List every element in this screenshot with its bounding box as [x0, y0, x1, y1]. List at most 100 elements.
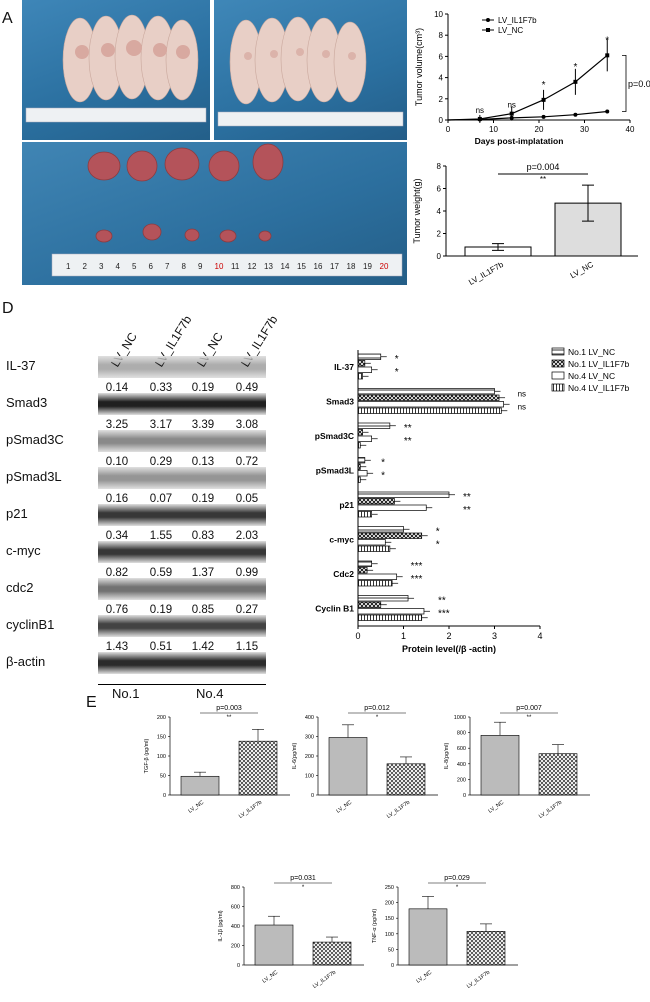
band-quantity: 3.25 — [105, 419, 129, 431]
sig-marker: ns — [507, 101, 515, 110]
mice-photo-il1f7b — [214, 0, 407, 140]
y-tick-label: 600 — [457, 746, 466, 752]
blot-row-label: β-actin — [6, 654, 46, 669]
bar — [386, 763, 426, 796]
ruler-label: 6 — [149, 262, 154, 271]
x-axis-label: Protein level(/β -actin) — [402, 644, 496, 654]
band-quantity: 1.42 — [191, 641, 215, 653]
ruler-label: 1 — [66, 262, 71, 271]
bar — [357, 532, 423, 539]
y-tick-label: 100 — [157, 754, 166, 760]
data-point — [541, 114, 546, 119]
band-quantity: 0.14 — [105, 382, 129, 394]
y-tick-label: 200 — [157, 715, 166, 721]
category-label: LV_NC — [416, 970, 434, 985]
bar — [357, 435, 372, 442]
sig-marker: ns — [518, 390, 526, 399]
sig-marker: ns — [476, 106, 484, 115]
p-value: p=0.007 — [516, 705, 542, 712]
bar — [357, 353, 382, 360]
y-tick-label: 600 — [231, 905, 240, 911]
y-tick-label: 200 — [305, 754, 314, 760]
blot-row-label: c-myc — [6, 543, 41, 558]
bar — [357, 511, 372, 518]
ruler-label: 4 — [116, 262, 121, 271]
bar — [357, 545, 391, 552]
sig-marker: * — [376, 715, 379, 721]
sig-marker: ** — [404, 436, 412, 447]
y-tick-label: 100 — [385, 932, 394, 938]
x-tick-label: 30 — [580, 125, 589, 134]
x-tick-label: 0 — [355, 631, 360, 641]
band-quantity: 3.17 — [149, 419, 173, 431]
band-quantity: 0.33 — [149, 382, 173, 394]
bar — [357, 504, 427, 511]
x-tick-label: 4 — [537, 631, 542, 641]
band-quantity: 0.82 — [105, 567, 129, 579]
legend-entry: No.1 LV_NC — [568, 347, 615, 357]
y-tick-label: 8 — [439, 31, 444, 40]
p-value: p=0.003 — [216, 705, 242, 712]
bar — [328, 737, 368, 796]
bar — [466, 931, 506, 966]
ruler-label: 11 — [231, 262, 240, 271]
y-axis-label: Tumor volume(cm³) — [414, 28, 424, 106]
p-value: p=0.031 — [290, 875, 316, 882]
band-quantity: 1.55 — [149, 530, 173, 542]
y-tick-label: 200 — [457, 777, 466, 783]
bar — [357, 560, 372, 567]
y-tick-label: 2 — [437, 230, 442, 239]
bar — [357, 573, 398, 580]
bar — [357, 614, 423, 621]
western-blot: LV_NC LV_IL1F7b LV_NC LV_IL1F7b IL-37 0.14 0.… — [0, 300, 290, 701]
x-tick-label: 2 — [446, 631, 451, 641]
category-label: LV_IL1F7b — [538, 800, 563, 820]
band-quantity: 0.34 — [105, 530, 129, 542]
band-quantity: 0.83 — [191, 530, 215, 542]
blot-row-label: cdc2 — [6, 580, 34, 595]
blot-band — [98, 430, 266, 452]
legend-entry: No.1 LV_IL1F7b — [568, 359, 630, 369]
band-quantity: 0.07 — [149, 493, 173, 505]
legend-entry: No.4 LV_NC — [568, 371, 615, 381]
y-tick-label: 400 — [305, 715, 314, 721]
category-label: LV_NC — [336, 800, 354, 815]
bar — [357, 407, 502, 414]
category-label: Cdc2 — [333, 569, 354, 579]
bar — [180, 775, 220, 796]
bar — [357, 539, 386, 546]
p-value: p=0.020 — [628, 79, 650, 89]
bar — [238, 740, 278, 796]
ruler-label: 9 — [198, 262, 203, 271]
mice-nc-drawing — [25, 14, 207, 123]
p-value: p=0.012 — [364, 705, 390, 712]
y-tick-label: 8 — [437, 162, 442, 171]
panel-letter-e: E — [86, 694, 97, 711]
x-tick-label: 40 — [626, 125, 635, 134]
category-label: LV_NC — [488, 800, 506, 815]
bar — [357, 373, 363, 380]
y-axis-label: IL-1β (pg/ml) — [218, 910, 224, 941]
y-tick-label: 0 — [463, 793, 466, 799]
sig-marker: * — [436, 527, 440, 538]
category-label: p21 — [339, 500, 354, 510]
ruler-label: 17 — [330, 262, 339, 271]
legend-entry: LV_NC — [498, 26, 523, 35]
legend-entry: LV_IL1F7b — [498, 16, 537, 25]
band-quantity: 0.99 — [235, 567, 259, 579]
series-line — [447, 54, 608, 121]
y-tick-label: 200 — [385, 901, 394, 907]
y-axis-label: TGF-β (pg/ml) — [144, 739, 150, 774]
tumors-photo: 1 2 3 4 5 6 7 8 9 10 11 12 13 14 15 16 17 18 19 20 — [22, 142, 407, 285]
y-tick-label: 400 — [231, 924, 240, 930]
band-quantity: 0.59 — [149, 567, 173, 579]
y-tick-label: 4 — [437, 207, 442, 216]
blot-row-label: cyclinB1 — [6, 617, 55, 632]
bar — [538, 753, 578, 796]
sig-marker: ** — [463, 492, 471, 503]
sig-marker: ** — [527, 715, 532, 721]
sig-marker: * — [605, 35, 609, 46]
band-quantity: 0.19 — [191, 382, 215, 394]
ruler-label: 14 — [281, 262, 290, 271]
tumor-weight-chart: 0 2 4 6 8 Tumor weight(g) LV_IL1F7b LV_NC p=0.00… — [412, 162, 638, 287]
